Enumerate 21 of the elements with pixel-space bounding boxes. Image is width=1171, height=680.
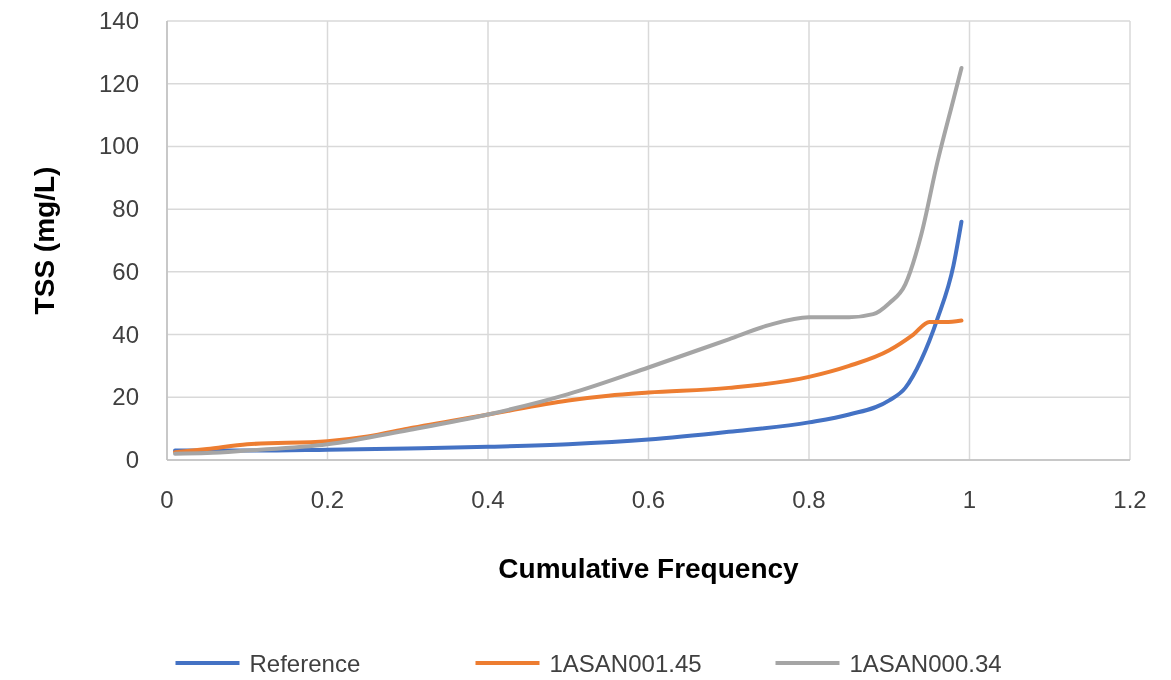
line-series <box>173 66 964 456</box>
y-tick-label: 140 <box>98 7 139 34</box>
y-tick-label: 60 <box>112 257 139 285</box>
y-tick-label: 40 <box>112 320 139 348</box>
y-tick-label: 80 <box>112 195 139 223</box>
y-tick-label: 120 <box>98 69 139 97</box>
legend-label: 1ASAN001.45 <box>549 650 702 677</box>
y-tick-label: 100 <box>98 132 139 160</box>
x-tick-label: 0.2 <box>310 486 345 513</box>
x-tick-label: 1.2 <box>1113 486 1147 513</box>
y-tick-label: 20 <box>112 383 139 411</box>
x-axis-title: Cumulative Frequency <box>498 553 800 584</box>
x-tick-label: 0 <box>160 486 174 513</box>
x-tick-label: 0.4 <box>471 486 505 513</box>
x-tick-label: 0.6 <box>631 486 666 513</box>
x-tick-label: 1 <box>962 486 977 513</box>
legend-label: Reference <box>249 650 361 677</box>
legend-label: 1ASAN000.34 <box>849 650 1002 677</box>
x-tick-label: 0.8 <box>792 486 826 513</box>
y-tick-label: 0 <box>125 446 139 473</box>
y-axis-title: TSS (mg/L) <box>29 166 60 315</box>
